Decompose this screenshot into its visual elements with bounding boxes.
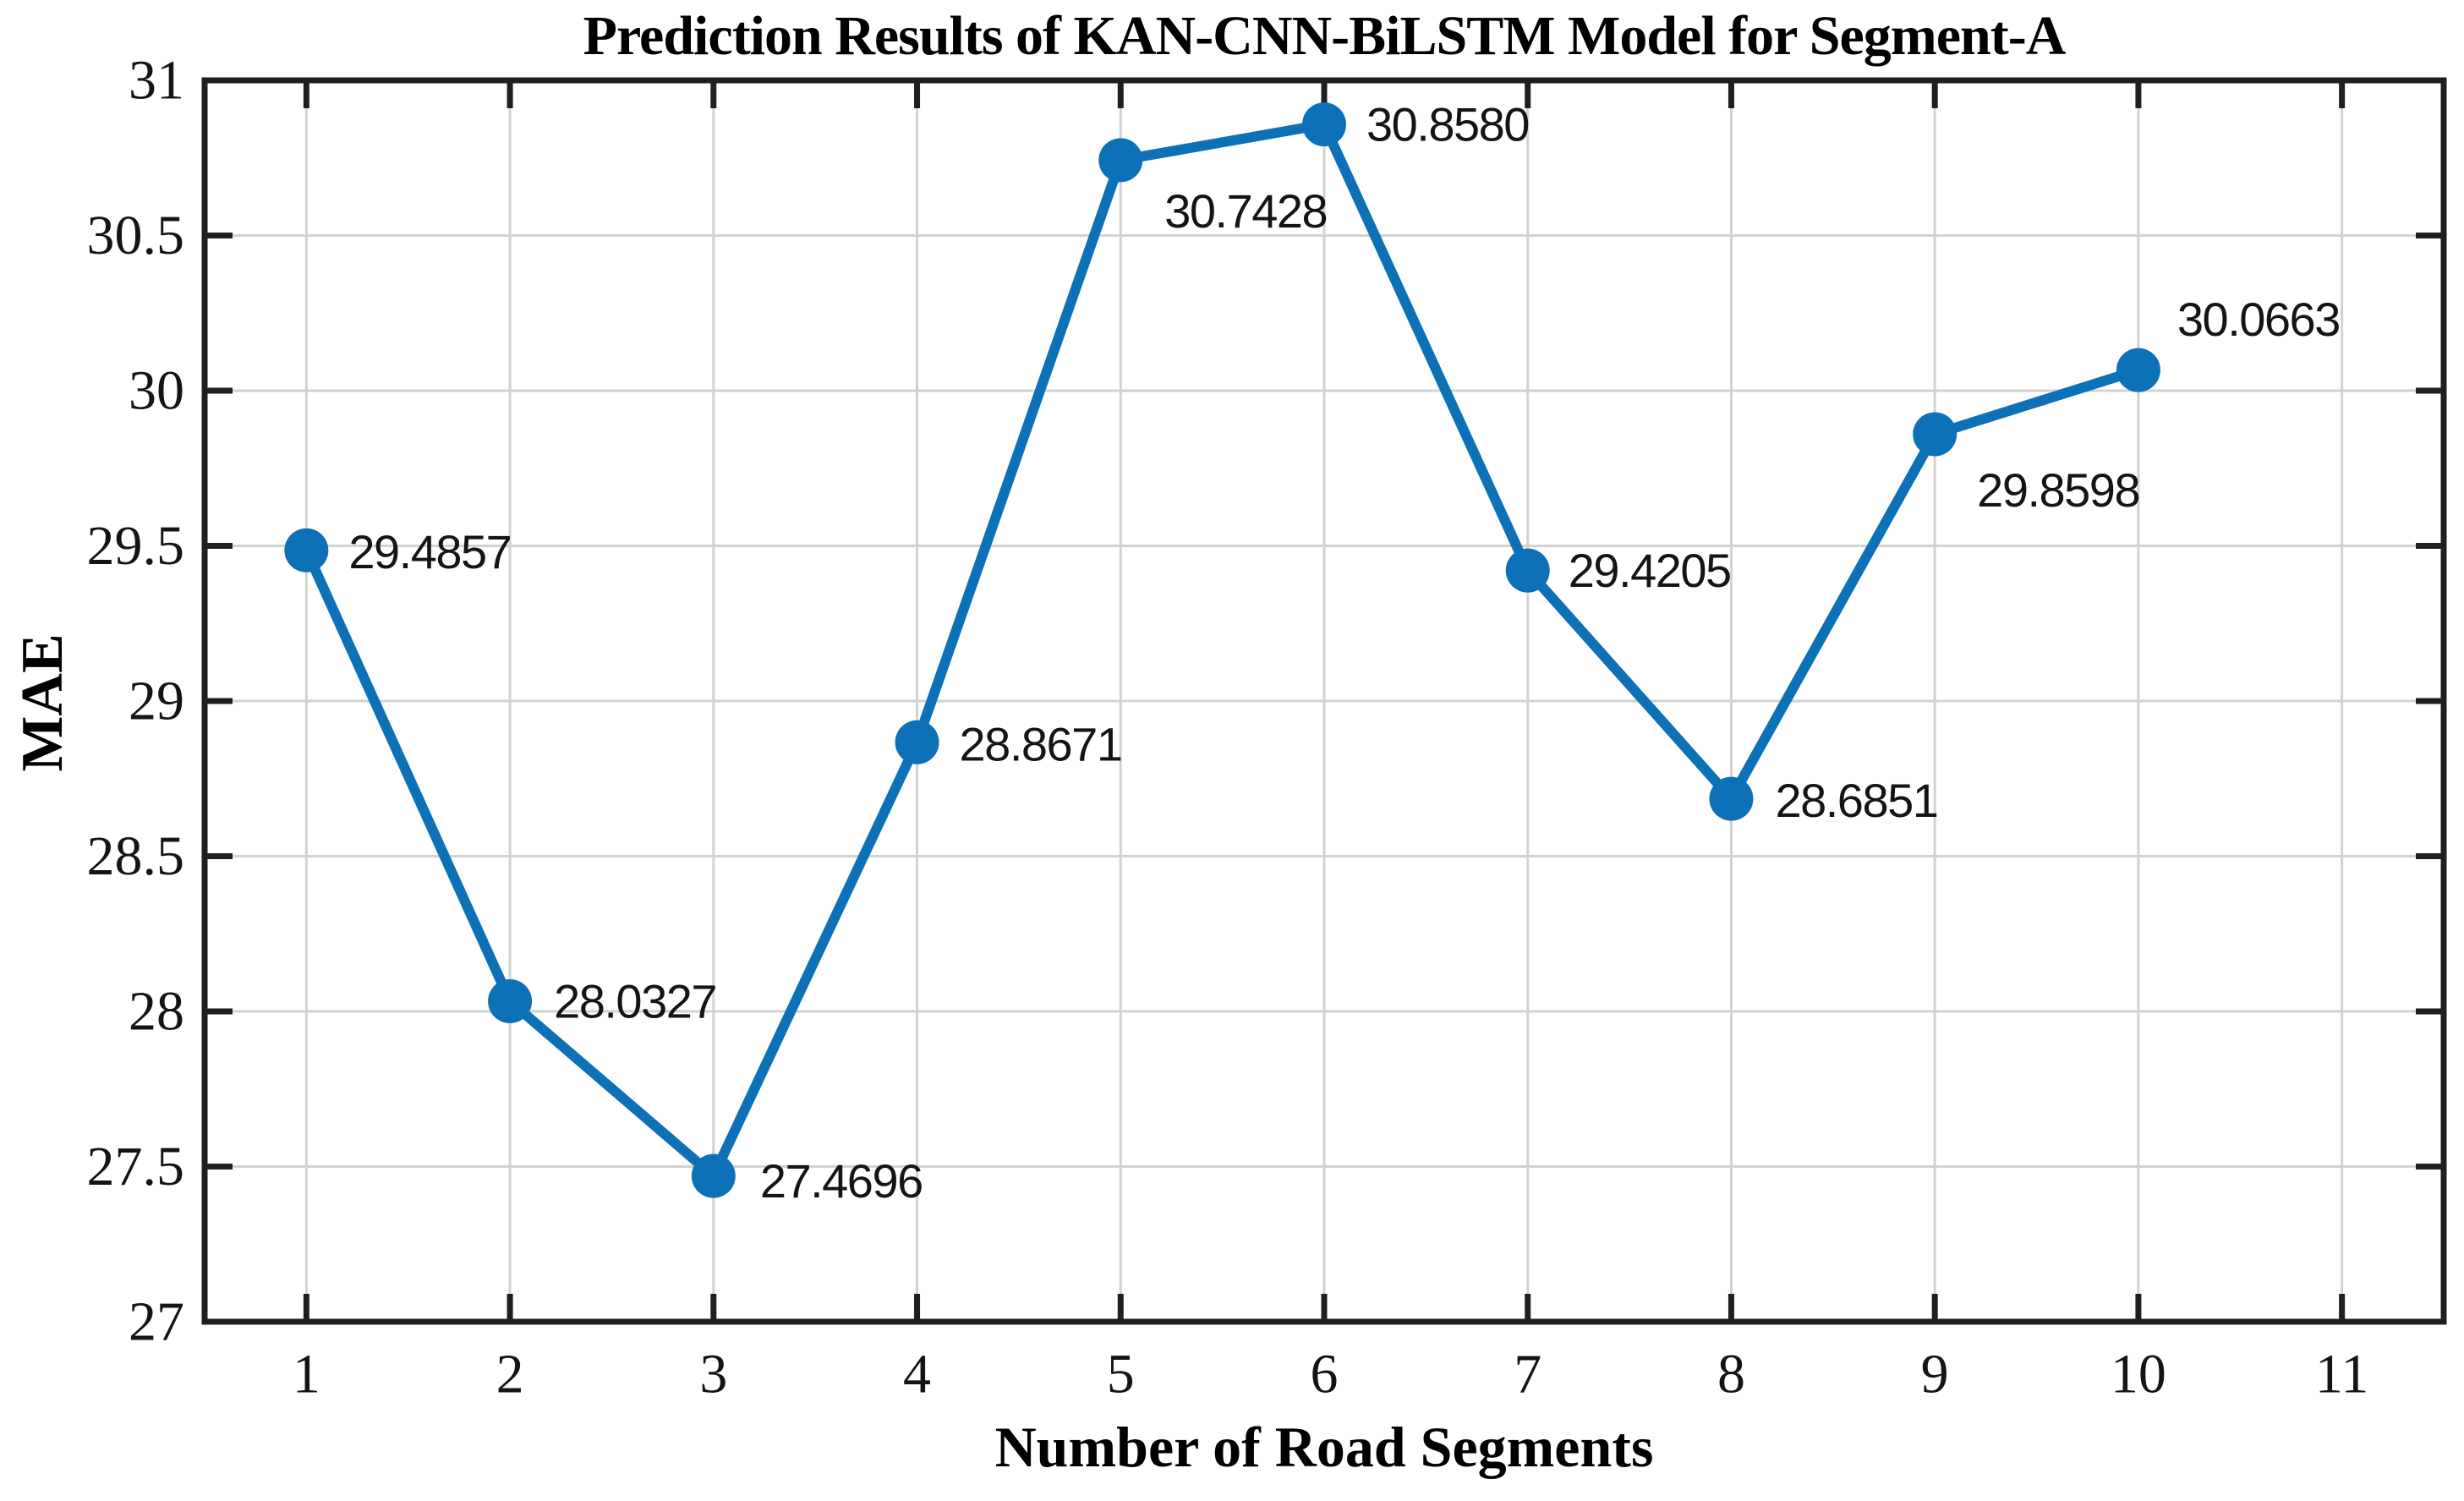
x-tick-label: 6: [1311, 1344, 1339, 1405]
data-point-7: [1505, 548, 1550, 593]
x-tick-label: 2: [496, 1344, 524, 1405]
x-tick-label: 1: [293, 1344, 320, 1405]
chart-title: Prediction Results of KAN-CNN-BiLSTM Mod…: [583, 5, 2067, 67]
data-point-9: [1913, 412, 1958, 457]
data-point-label: 29.4205: [1569, 544, 1731, 597]
y-tick-label: 29.5: [87, 515, 185, 577]
data-point-2: [488, 978, 533, 1023]
y-tick-label: 30: [129, 360, 184, 422]
chart-plot-area: 29.4857 28.0327 27.4696 28.8671 30.7428 30.85…: [87, 50, 2447, 1405]
data-point-label: 29.4857: [348, 525, 511, 578]
data-point-label: 30.8580: [1366, 98, 1529, 151]
data-point-3: [691, 1153, 736, 1198]
data-point-label: 28.0327: [554, 974, 716, 1027]
data-point-4: [895, 720, 939, 764]
y-tick-label: 29: [129, 671, 184, 732]
data-point-5: [1098, 138, 1143, 183]
y-axis-label: MAE: [10, 633, 75, 771]
y-tick-label: 31: [129, 50, 184, 112]
data-point-label: 28.6851: [1775, 774, 1937, 827]
x-tick-label: 11: [2315, 1344, 2369, 1405]
y-tick-label: 28.5: [87, 825, 185, 887]
x-tick-label: 8: [1717, 1344, 1745, 1405]
y-tick-label: 27: [129, 1291, 184, 1353]
data-point-10: [2116, 348, 2160, 392]
data-point-6: [1302, 102, 1346, 147]
x-tick-label: 9: [1921, 1344, 1949, 1405]
data-point-label: 30.7428: [1164, 184, 1327, 238]
data-point-label: 27.4696: [760, 1154, 923, 1208]
y-tick-label: 30.5: [87, 205, 185, 266]
series-line: [301, 119, 2144, 1181]
x-axis-label: Number of Road Segments: [995, 1415, 1654, 1479]
x-tick-label: 5: [1107, 1344, 1135, 1405]
data-point-8: [1709, 776, 1754, 821]
data-point-label: 29.8598: [1977, 463, 2139, 517]
y-tick-label: 27.5: [87, 1136, 185, 1197]
x-tick-label: 7: [1514, 1344, 1541, 1405]
data-point-label: 28.8671: [960, 717, 1122, 770]
axis-box: [201, 77, 2447, 1325]
y-tick-label: 28: [129, 981, 184, 1043]
x-tick-label: 3: [699, 1344, 727, 1405]
x-tick-label: 4: [903, 1344, 931, 1405]
x-tick-label: 10: [2111, 1344, 2166, 1405]
data-point-label: 30.0663: [2177, 293, 2340, 346]
data-point-1: [284, 528, 329, 572]
